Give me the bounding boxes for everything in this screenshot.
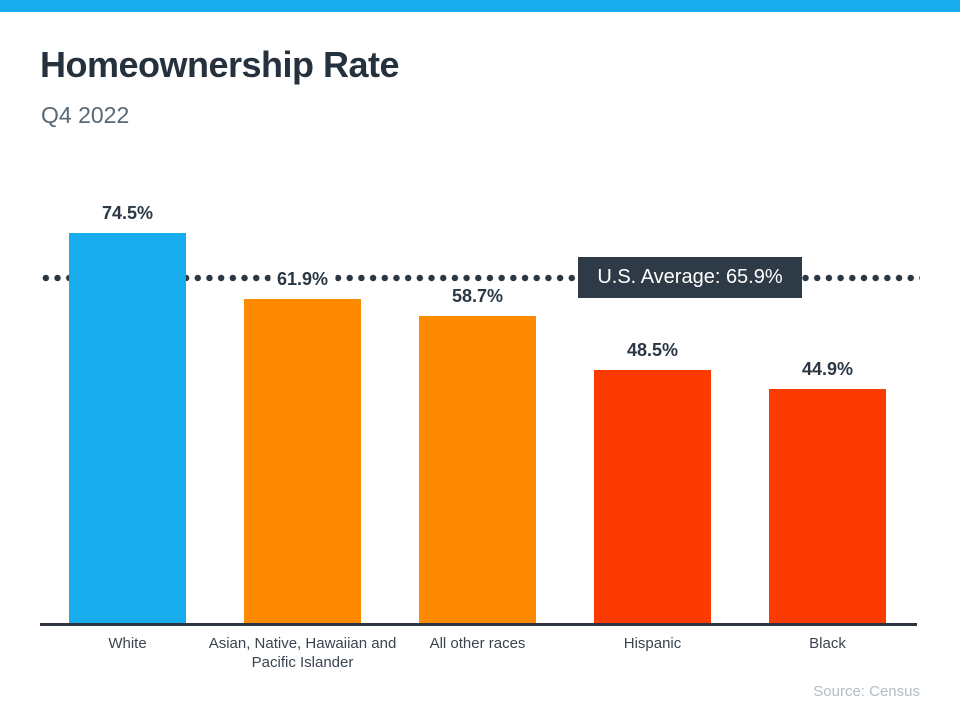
bar-hispanic	[594, 369, 711, 625]
bar-category-label: Black	[809, 635, 846, 652]
bar-value-label: 48.5%	[619, 338, 686, 363]
page-title: Homeownership Rate	[40, 44, 400, 85]
bar-value-label: 74.5%	[94, 201, 161, 226]
bar-category-label: White	[108, 635, 147, 652]
source-note: Source: Census	[813, 683, 920, 700]
us-average-dotted-line	[40, 274, 920, 283]
bar-value-label: 44.9%	[794, 357, 861, 382]
x-axis-line	[40, 623, 917, 626]
bar-all-other-races	[419, 316, 536, 625]
bar-category-label: All other races	[429, 635, 526, 652]
bar-asian-native-hawaiian-and-pacific-islander	[244, 299, 361, 625]
bar-category-label: Asian, Native, Hawaiian and Pacific Isla…	[208, 635, 397, 671]
bar-white	[69, 232, 186, 625]
us-average-callout: U.S. Average: 65.9%	[578, 257, 802, 299]
bar-black	[769, 388, 886, 625]
bar-value-label: 61.9%	[269, 268, 336, 293]
bar-category-label: Hispanic	[623, 635, 682, 652]
accent-strip	[0, 0, 960, 12]
bar-value-label: 58.7%	[444, 285, 511, 310]
page-subtitle: Q4 2022	[41, 102, 130, 128]
